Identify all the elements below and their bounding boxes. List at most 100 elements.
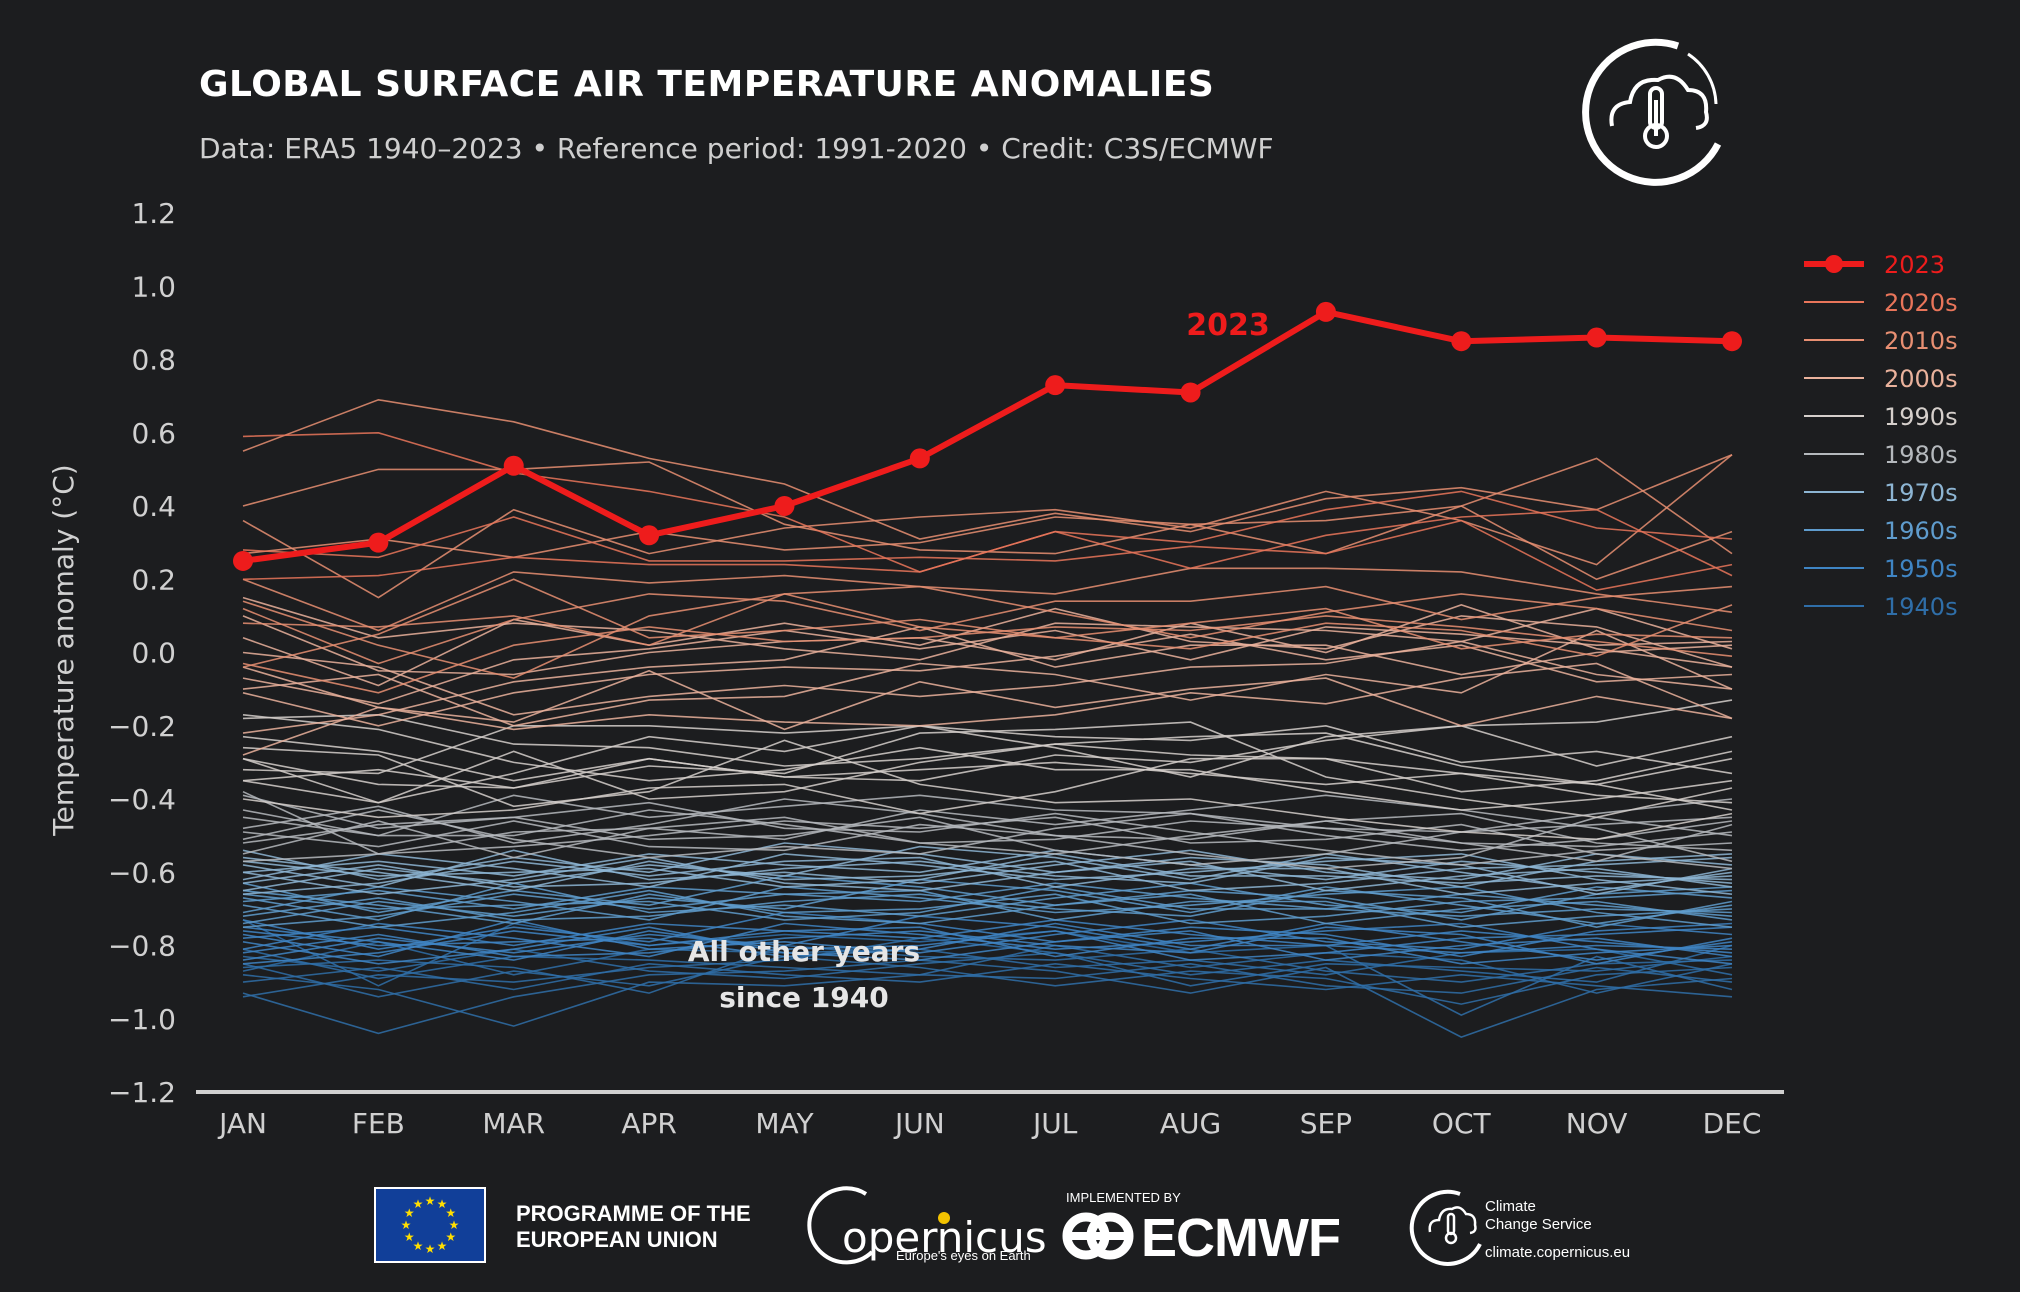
legend-label: 1940s (1884, 593, 1958, 621)
annotation-other-years-line1: All other years (688, 935, 920, 968)
series-line-2010s (242, 457, 1733, 555)
point-2023-feb (368, 532, 389, 553)
series-line-2010s (242, 615, 1733, 694)
x-tick-label: JUL (1031, 1107, 1078, 1140)
eu-star-icon: ★ (425, 1242, 436, 1256)
c3s-footer-icon (1409, 1189, 1482, 1266)
series-line-1970s (242, 853, 1733, 888)
series-line-1970s (242, 856, 1733, 896)
y-tick-label: 0.2 (131, 563, 176, 596)
series-line-1990s (242, 721, 1733, 819)
series-line-2023 (242, 308, 1733, 564)
ecmwf-wordmark: ECMWF (1141, 1208, 1340, 1268)
legend-item-1950s: 1950s (1804, 555, 1958, 583)
point-2023-dec (1722, 331, 1742, 352)
c3s-footer-line2: Change Service (1485, 1216, 1592, 1233)
y-tick-label: −0.8 (108, 930, 176, 963)
y-tick-label: 1.0 (131, 270, 176, 303)
y-tick-label: −0.6 (108, 856, 176, 889)
series-line-1970s (242, 856, 1733, 896)
series-line-2020s (242, 508, 1733, 581)
point-2023-jun (909, 448, 930, 469)
series-line-1940s (242, 944, 1733, 994)
series-line-1990s (242, 735, 1733, 786)
series-line-1940s (242, 937, 1733, 998)
eu-star-icon: ★ (445, 1206, 456, 1220)
ecmwf-symbol-icon (1062, 1212, 1134, 1260)
y-tick-label: 1.2 (131, 197, 176, 230)
eu-programme-line1: PROGRAMME OF THE (516, 1201, 751, 1226)
y-tick-label: −0.2 (108, 710, 176, 743)
series-line-1980s (242, 809, 1733, 859)
series-line-2000s (242, 662, 1733, 756)
legend-item-1960s: 1960s (1804, 517, 1958, 545)
eu-star-icon: ★ (413, 1239, 424, 1253)
series-line-2020s (242, 516, 1733, 592)
eu-star-icon: ★ (401, 1218, 412, 1232)
chart-title: GLOBAL SURFACE AIR TEMPERATURE ANOMALIES (199, 64, 1214, 105)
x-axis-ticks: JAN FEB MAR APR MAY JUN JUL AUG SEP OCT NOV DEC (217, 1107, 1761, 1140)
x-tick-label: OCT (1432, 1107, 1492, 1140)
x-tick-label: FEB (352, 1107, 405, 1140)
copernicus-tagline: Europe's eyes on Earth (896, 1248, 1031, 1263)
point-2023-may (774, 496, 795, 516)
legend-item-2023: 2023 (1804, 251, 1945, 279)
series-line-1950s (242, 926, 1733, 965)
series-line-1980s (242, 794, 1733, 866)
eu-programme-line2: EUROPEAN UNION (516, 1227, 718, 1252)
legend-marker (1825, 255, 1843, 273)
legend-item-1970s: 1970s (1804, 479, 1958, 507)
x-tick-label: MAY (755, 1107, 814, 1140)
series-line-1960s (242, 886, 1733, 921)
copernicus-wordmark: opernicus (842, 1213, 1047, 1262)
series-line-2010s (242, 567, 1733, 632)
y-tick-label: 0.8 (131, 344, 176, 377)
series-line-1990s (242, 743, 1733, 804)
copernicus-logo (807, 1186, 950, 1265)
y-tick-label: −0.4 (108, 783, 176, 816)
series-line-1980s (242, 816, 1733, 870)
legend-label: 1960s (1884, 517, 1958, 545)
series-line-2010s (242, 585, 1733, 665)
legend-item-1990s: 1990s (1804, 403, 1958, 431)
point-2023-apr (639, 525, 660, 546)
point-2023-jan (233, 550, 253, 571)
eu-star-icon: ★ (413, 1197, 424, 1211)
x-tick-label: SEP (1300, 1107, 1352, 1140)
series-line-2000s (242, 607, 1733, 687)
legend: 2023 2020s 2010s 2000s 1990s 1980s 1970s 1960s 1… (1804, 251, 1958, 621)
legend-label: 2000s (1884, 365, 1958, 393)
series-line-1950s (242, 926, 1733, 965)
y-tick-label: −1.2 (108, 1076, 176, 1109)
x-tick-label: AUG (1160, 1107, 1221, 1140)
series-line-2000s (242, 626, 1733, 705)
y-axis-label: Temperature anomaly (°C) (47, 464, 80, 836)
y-tick-label: −1.0 (108, 1003, 176, 1036)
point-2023-oct (1451, 331, 1472, 352)
c3s-footer-url: climate.copernicus.eu (1485, 1244, 1630, 1261)
series-line-1960s (242, 889, 1733, 929)
y-tick-label: 0.4 (131, 490, 176, 523)
legend-label: 1990s (1884, 403, 1958, 431)
c3s-footer-line1: Climate (1485, 1198, 1536, 1215)
series-line-1950s (242, 922, 1733, 958)
series-line-1990s (242, 757, 1733, 819)
series-line-1990s (242, 713, 1733, 811)
series-line-2010s (242, 505, 1733, 581)
legend-label: 2023 (1884, 251, 1945, 279)
ecmwf-implemented-by: IMPLEMENTED BY (1066, 1190, 1181, 1205)
x-tick-label: DEC (1703, 1107, 1762, 1140)
eu-flag-logo: ★ ★★★★★★★★★★★ (374, 1187, 486, 1263)
series-line-1940s (242, 962, 1733, 1027)
legend-item-1980s: 1980s (1804, 441, 1958, 469)
legend-label: 1980s (1884, 441, 1958, 469)
legend-label: 2020s (1884, 289, 1958, 317)
point-2023-sep (1315, 301, 1336, 322)
eu-star-icon: ★ (404, 1230, 415, 1244)
series-line-1950s (242, 926, 1733, 965)
x-tick-label: APR (621, 1107, 677, 1140)
series-line-2010s (242, 585, 1733, 647)
series-line-2000s (242, 629, 1733, 727)
eu-star-icon: ★ (425, 1194, 436, 1208)
